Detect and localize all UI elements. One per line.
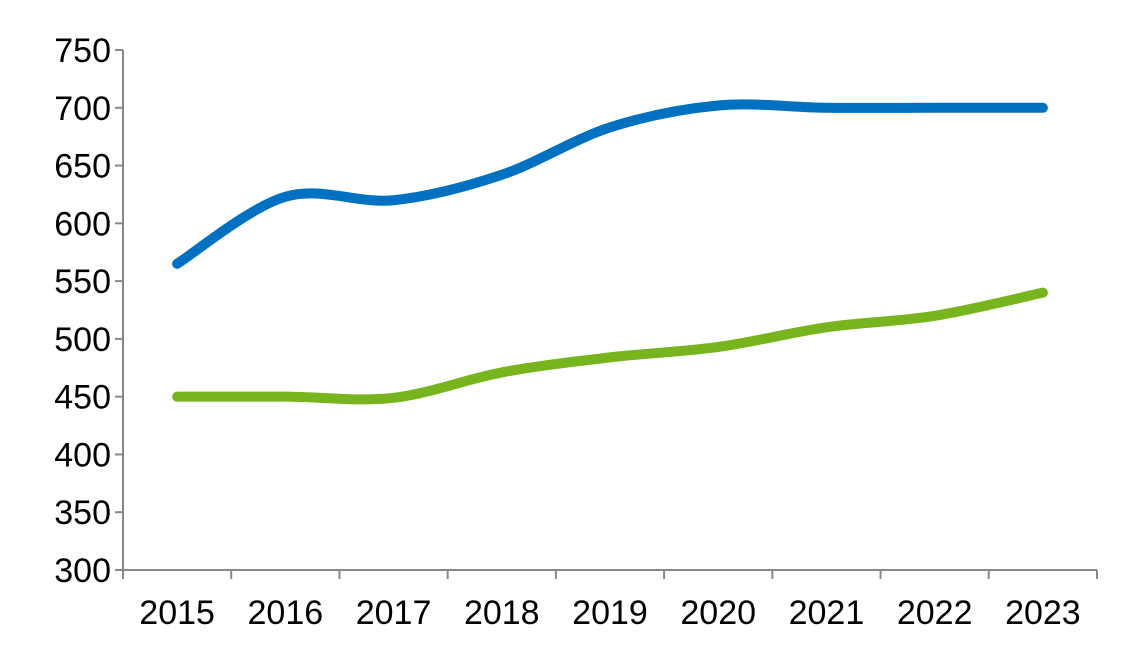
series-line-1: [177, 104, 1043, 263]
x-tick-label: 2019: [572, 594, 648, 632]
x-tick-label: 2020: [680, 594, 756, 632]
x-tick-label: 2022: [897, 594, 973, 632]
x-tick-label: 2018: [464, 594, 540, 632]
y-tick-label: 300: [54, 552, 111, 590]
y-tick-label: 500: [54, 321, 111, 359]
y-tick-label: 700: [54, 90, 111, 128]
y-tick-label: 550: [54, 263, 111, 301]
y-tick-label: 600: [54, 205, 111, 243]
y-tick-label: 400: [54, 436, 111, 474]
y-tick-label: 650: [54, 148, 111, 186]
x-tick-label: 2015: [139, 594, 215, 632]
x-tick-label: 2021: [789, 594, 865, 632]
y-tick-label: 350: [54, 494, 111, 532]
x-tick-label: 2023: [1005, 594, 1081, 632]
y-tick-label: 750: [54, 32, 111, 70]
x-tick-label: 2017: [356, 594, 432, 632]
x-tick-label: 2016: [248, 594, 324, 632]
series-line-2: [177, 293, 1043, 400]
y-tick-label: 450: [54, 379, 111, 417]
